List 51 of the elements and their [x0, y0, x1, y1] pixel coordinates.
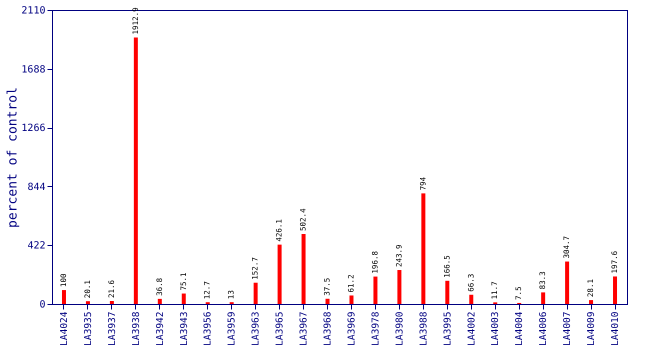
x-tick-label: LA3937 [106, 312, 118, 346]
x-tick-label: LA3943 [178, 312, 190, 346]
y-tick-label: 844 [27, 182, 46, 193]
x-tick-label: LA3968 [322, 311, 334, 346]
bar [349, 295, 354, 304]
bar [326, 298, 330, 304]
x-tick-label: LA3980 [394, 311, 406, 346]
x-tick-label: LA3963 [250, 312, 262, 346]
y-axis-title: percent of control [5, 87, 20, 228]
bar [110, 300, 114, 304]
bar [421, 193, 426, 304]
bar [373, 276, 378, 304]
x-tick-label: LA4002 [466, 312, 478, 346]
bar [613, 276, 618, 304]
bar [589, 300, 594, 304]
bar [302, 234, 306, 304]
y-tick-label: 1266 [21, 123, 46, 134]
x-tick-label: LA3942 [154, 312, 166, 346]
x-tick-label: LA3995 [442, 312, 454, 346]
bar [134, 37, 138, 304]
bar [469, 294, 474, 304]
bar [62, 290, 66, 304]
bar [565, 262, 570, 304]
x-tick-label: LA4004 [514, 311, 526, 346]
bar [254, 282, 258, 304]
x-tick-label: LA3965 [274, 312, 286, 346]
y-tick-label: 0 [39, 300, 46, 310]
x-tick-label: LA4006 [538, 311, 550, 346]
y-tick-label: 422 [27, 240, 46, 252]
x-tick-label: LA3988 [418, 311, 430, 346]
bar [445, 280, 450, 304]
bar [541, 292, 546, 304]
x-tick-label: LA3978 [370, 311, 382, 346]
y-tick-label: 2110 [21, 6, 46, 16]
y-tick-label: 1688 [21, 64, 46, 76]
bar [182, 294, 186, 304]
x-tick-label: LA3935 [82, 312, 94, 346]
x-tick-label: LA3959 [226, 311, 238, 346]
x-tick-label: LA4024 [58, 311, 70, 346]
x-tick-label: LA4007 [562, 312, 574, 346]
x-tick-label: LA3956 [202, 311, 214, 346]
x-tick-label: LA4003 [490, 312, 502, 346]
x-tick-label: LA3938 [130, 311, 142, 346]
x-tick-label: LA3969 [346, 311, 358, 346]
bar [158, 298, 162, 304]
bar [86, 301, 90, 304]
bar [397, 270, 402, 304]
x-tick-label: LA4009 [586, 311, 598, 346]
x-tick-label: LA3967 [298, 312, 310, 346]
x-tick-label: LA4010 [610, 311, 622, 346]
bar [278, 244, 282, 304]
